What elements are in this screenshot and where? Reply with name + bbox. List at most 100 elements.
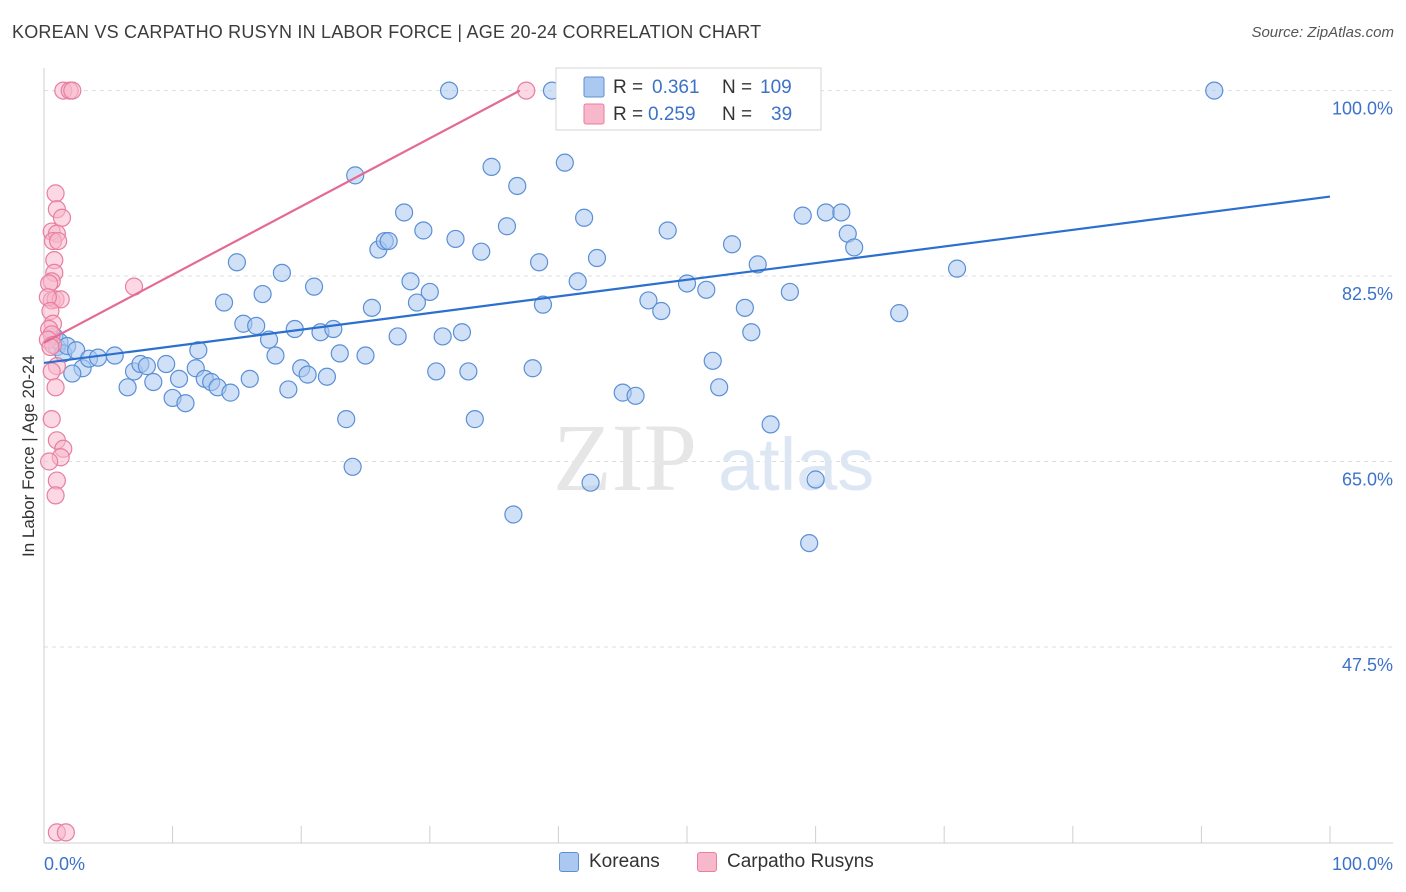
point-korean [221, 383, 240, 402]
legend-r-value-koreans: 0.361 [652, 77, 700, 98]
legend-r-label-rusyns: R = [613, 104, 643, 125]
watermark-atlas: atlas [718, 423, 874, 506]
tick-labels: 47.5% 65.0% 82.5% 100.0% 0.0% 100.0% [44, 99, 1393, 874]
point-korean [272, 263, 292, 282]
watermark-zip: ZIP [553, 404, 697, 511]
point-korean [439, 81, 459, 100]
chart-title: KOREAN VS CARPATHO RUSYN IN LABOR FORCE … [12, 22, 762, 42]
point-korean [533, 295, 553, 314]
point-korean [568, 272, 587, 291]
point-rusyn [517, 81, 536, 100]
y-tick-label: 47.5% [1342, 655, 1393, 675]
legend-swatch-rusyns-bottom [697, 852, 717, 872]
point-korean [298, 365, 317, 384]
point-korean [433, 327, 452, 346]
point-rusyn [46, 486, 65, 505]
legend-swatch-koreans-bottom [559, 852, 579, 872]
point-korean [523, 359, 542, 378]
point-korean [118, 378, 137, 397]
point-korean [581, 473, 600, 492]
legend-r-value-rusyns: 0.259 [648, 104, 696, 125]
point-korean [482, 157, 501, 176]
point-korean [587, 248, 607, 268]
point-rusyn [46, 378, 65, 397]
trend-line-rusyns [43, 89, 521, 344]
point-korean [304, 277, 324, 296]
legend-r-label-koreans: R = [613, 77, 643, 98]
point-korean [253, 284, 272, 304]
legend-swatch-rusyns [583, 103, 605, 125]
point-korean [379, 231, 398, 251]
point-korean [735, 298, 754, 317]
grid-lines [44, 90, 1393, 648]
point-korean [845, 238, 864, 257]
point-korean [266, 346, 285, 365]
point-korean [330, 344, 349, 363]
legend-n-value-koreans: 109 [760, 77, 792, 98]
point-korean [626, 386, 645, 405]
point-korean [324, 319, 343, 339]
x-tick-label: 0.0% [44, 854, 85, 874]
legend-swatch-koreans [583, 76, 605, 98]
point-korean [279, 380, 298, 399]
point-korean [1205, 81, 1224, 100]
y-axis-label: In Labor Force | Age 20-24 [19, 355, 38, 557]
watermark: ZIP atlas [553, 404, 874, 511]
point-korean [761, 415, 780, 434]
point-korean [742, 323, 761, 342]
point-korean [639, 291, 658, 310]
legend-item-koreans[interactable]: Koreans [559, 851, 660, 873]
point-korean [748, 255, 767, 274]
point-korean [343, 457, 362, 476]
point-korean [240, 369, 259, 388]
y-tick-label: 100.0% [1332, 99, 1393, 119]
point-rusyn [42, 410, 61, 429]
point-korean [401, 272, 420, 291]
y-tick-label: 82.5% [1342, 284, 1393, 304]
trend-lines [43, 89, 1331, 365]
point-korean [530, 253, 549, 272]
point-korean [832, 203, 851, 222]
point-korean [452, 323, 472, 342]
point-korean [169, 369, 189, 388]
point-korean [555, 153, 574, 172]
point-korean [189, 341, 208, 360]
point-korean [703, 351, 722, 370]
point-korean [780, 282, 799, 302]
point-korean [806, 470, 825, 489]
point-korean [697, 280, 716, 299]
x-tick-label: 100.0% [1332, 854, 1393, 874]
point-korean [504, 505, 523, 524]
point-korean [247, 316, 266, 335]
point-rusyn [42, 362, 61, 381]
point-korean [446, 229, 465, 249]
legend-stats: R = 0.361 N = 109 R = 0.259 N = 39 [555, 67, 822, 131]
point-korean [472, 242, 491, 261]
point-korean [214, 293, 234, 312]
point-korean [652, 301, 671, 321]
point-korean [176, 394, 195, 413]
source-label: Source: ZipAtlas.com [1251, 24, 1394, 41]
point-rusyn [63, 81, 82, 100]
legend-item-rusyns[interactable]: Carpatho Rusyns [697, 851, 874, 873]
point-korean [677, 274, 697, 293]
point-korean [394, 203, 414, 222]
point-korean [157, 354, 176, 374]
point-korean [388, 327, 407, 346]
trend-line-koreans [43, 195, 1331, 365]
point-rusyn [41, 337, 60, 357]
point-korean [427, 362, 446, 381]
point-rusyn [46, 184, 65, 203]
legend-n-label-koreans: N = [722, 77, 752, 98]
point-korean [947, 259, 967, 278]
point-korean [890, 304, 909, 323]
point-korean [800, 533, 819, 553]
data-points [38, 81, 1224, 842]
point-korean [710, 378, 729, 397]
point-rusyn [56, 823, 75, 842]
point-korean [658, 221, 677, 240]
point-korean [137, 357, 156, 376]
point-rusyn [49, 231, 68, 251]
point-korean [356, 346, 375, 365]
